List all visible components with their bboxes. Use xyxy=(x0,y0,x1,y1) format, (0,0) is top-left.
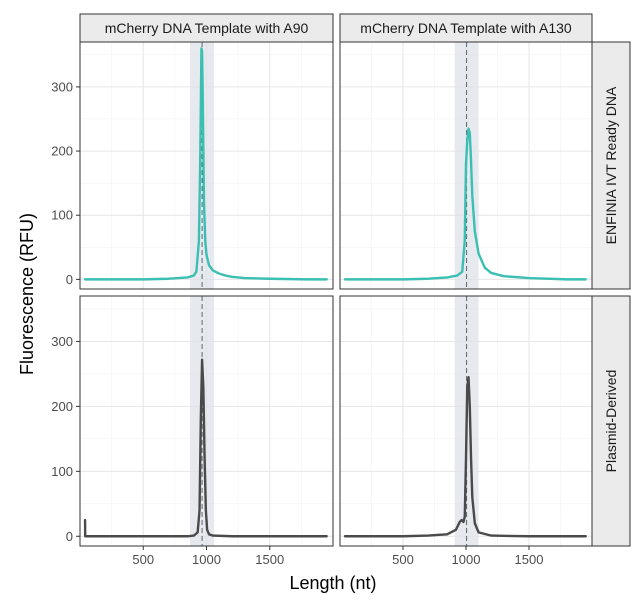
row-strip xyxy=(591,295,631,547)
column-strip xyxy=(339,13,593,43)
x-tick-label: 1000 xyxy=(192,552,221,567)
facet-panel xyxy=(339,295,593,547)
column-strip xyxy=(79,13,334,43)
electropherogram-trace xyxy=(343,127,587,281)
x-axis-title: Length (nt) xyxy=(289,573,376,593)
x-tick-label: 1000 xyxy=(452,552,481,567)
x-tick-label: 1500 xyxy=(515,552,544,567)
row-strip-label: Plasmid-Derived xyxy=(603,370,619,473)
panel-border xyxy=(339,41,593,290)
facet-panel xyxy=(339,41,593,290)
electropherogram-trace xyxy=(83,358,328,538)
column-strip-label: mCherry DNA Template with A130 xyxy=(360,20,572,36)
y-tick-label: 300 xyxy=(51,79,73,94)
facet-panel xyxy=(79,295,334,547)
x-tick-label: 500 xyxy=(132,552,154,567)
y-tick-label: 100 xyxy=(51,464,73,479)
facet-panel xyxy=(79,41,334,290)
electropherogram-trace xyxy=(343,375,587,538)
y-tick-label: 100 xyxy=(51,208,73,223)
y-tick-label: 200 xyxy=(51,144,73,159)
y-axis-title: Fluorescence (RFU) xyxy=(17,213,37,375)
panel-border xyxy=(79,41,334,290)
electropherogram-trace xyxy=(83,47,328,281)
x-tick-label: 500 xyxy=(392,552,414,567)
x-tick-label: 1500 xyxy=(255,552,284,567)
y-tick-label: 300 xyxy=(51,334,73,349)
row-strip xyxy=(591,41,631,290)
y-tick-label: 0 xyxy=(66,272,73,287)
y-tick-label: 0 xyxy=(66,529,73,544)
column-strip-label: mCherry DNA Template with A90 xyxy=(105,20,309,36)
y-tick-label: 200 xyxy=(51,399,73,414)
row-strip-label: ENFINIA IVT Ready DNA xyxy=(603,86,619,244)
